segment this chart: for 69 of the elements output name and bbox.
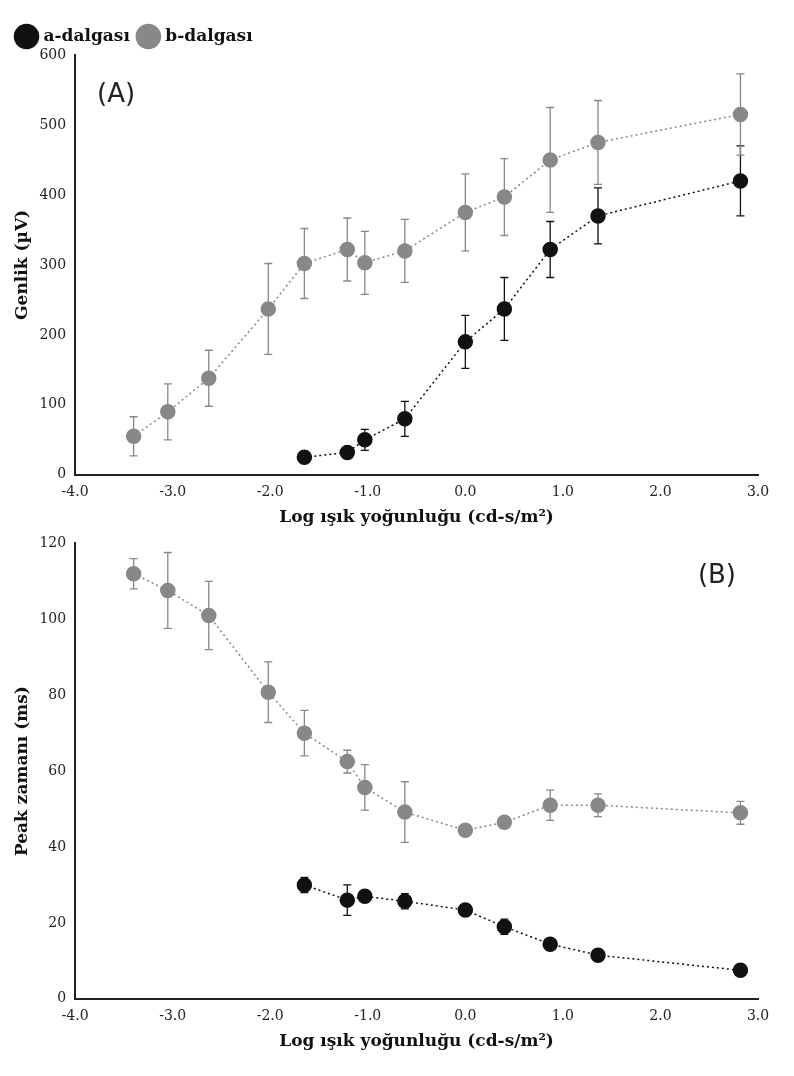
y-tick-label: 400 bbox=[39, 185, 67, 202]
point bbox=[296, 449, 313, 466]
x-tick-label: -1.0 bbox=[354, 1006, 382, 1023]
x-axis-title: Log ışık yoğunluğu (cd-s/m²) bbox=[279, 506, 554, 527]
point bbox=[496, 814, 513, 831]
x-tick-label: 3.0 bbox=[746, 1006, 770, 1023]
point bbox=[732, 962, 749, 979]
point bbox=[732, 173, 749, 189]
x-tick-label: 2.0 bbox=[649, 1006, 672, 1023]
annotation: (A) bbox=[97, 77, 136, 108]
point bbox=[260, 684, 277, 700]
point bbox=[457, 204, 474, 221]
point bbox=[339, 753, 356, 770]
point bbox=[542, 241, 558, 258]
y-tick-label: 20 bbox=[48, 913, 67, 930]
x-tick-label: 1.0 bbox=[551, 1006, 575, 1023]
y-tick-label: 60 bbox=[48, 761, 67, 778]
point bbox=[496, 301, 513, 317]
point bbox=[125, 428, 142, 445]
y-tick-label: 100 bbox=[39, 395, 67, 412]
point bbox=[160, 582, 176, 599]
legend-label: a-dalgası bbox=[43, 24, 131, 45]
y-tick-label: 40 bbox=[48, 837, 67, 854]
x-tick-label: 1.0 bbox=[551, 482, 575, 499]
x-tick-label: -3.0 bbox=[159, 1006, 187, 1023]
y-axis-title: Genlik (µV) bbox=[10, 209, 31, 320]
y-axis-title: Peak zamanı (ms) bbox=[10, 686, 31, 857]
y-tick-label: 80 bbox=[48, 685, 67, 702]
y-tick-label: 500 bbox=[39, 115, 67, 132]
point bbox=[496, 189, 513, 205]
point bbox=[339, 444, 356, 461]
point bbox=[357, 888, 373, 905]
point bbox=[732, 106, 749, 123]
x-tick-label: -2.0 bbox=[256, 1006, 284, 1023]
point bbox=[260, 301, 277, 317]
x-tick-label: -4.0 bbox=[61, 1006, 89, 1023]
point bbox=[457, 334, 474, 350]
point bbox=[296, 255, 313, 272]
point bbox=[457, 902, 474, 918]
point bbox=[457, 822, 474, 839]
x-tick-label: -1.0 bbox=[354, 482, 382, 499]
y-tick-label: 600 bbox=[39, 45, 67, 62]
point bbox=[542, 936, 558, 952]
point bbox=[296, 725, 313, 741]
y-tick-label: 200 bbox=[39, 325, 67, 342]
point bbox=[125, 566, 142, 582]
x-tick-label: 3.0 bbox=[746, 482, 770, 499]
x-tick-label: -4.0 bbox=[61, 482, 89, 499]
y-tick-label: 300 bbox=[39, 255, 67, 272]
y-tick-label: 120 bbox=[39, 534, 67, 551]
legend-label: b-dalgası bbox=[165, 24, 254, 45]
point bbox=[339, 241, 356, 258]
y-tick-label: 100 bbox=[39, 609, 67, 626]
point bbox=[590, 947, 606, 963]
y-tick-label: 0 bbox=[57, 465, 67, 482]
annotation: (B) bbox=[697, 559, 736, 590]
x-tick-label: 2.0 bbox=[649, 482, 672, 499]
x-tick-label: -3.0 bbox=[159, 482, 187, 499]
x-axis-title: Log ışık yoğunluğu (cd-s/m²) bbox=[279, 1030, 554, 1051]
y-tick-label: 0 bbox=[57, 989, 67, 1006]
point bbox=[201, 370, 217, 386]
point bbox=[732, 805, 749, 821]
point bbox=[542, 797, 558, 814]
point bbox=[542, 152, 558, 168]
x-tick-label: -2.0 bbox=[256, 482, 284, 499]
point bbox=[201, 607, 217, 624]
point bbox=[339, 892, 356, 908]
x-tick-label: 0.0 bbox=[454, 1006, 477, 1023]
x-tick-label: 0.0 bbox=[454, 482, 477, 499]
